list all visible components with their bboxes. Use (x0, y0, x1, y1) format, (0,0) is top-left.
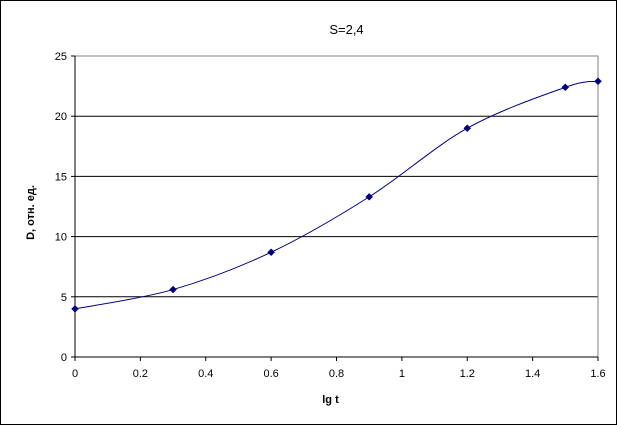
x-tick-label: 1 (399, 368, 405, 380)
data-point (561, 83, 570, 92)
x-tick-label: 0.8 (329, 368, 344, 380)
y-axis-ticks: 0 5 10 15 20 25 (55, 51, 75, 364)
x-tick-label: 0.4 (198, 368, 213, 380)
y-tick-label: 5 (61, 292, 67, 304)
y-axis-label: D, отн. ед. (25, 185, 37, 240)
series (71, 77, 602, 313)
data-point (267, 248, 275, 257)
y-tick-label: 10 (55, 232, 67, 244)
data-point (71, 304, 79, 313)
y-tick-label: 20 (55, 111, 67, 123)
x-axis-ticks: 0 0.2 0.4 0.6 0.8 1 1.2 1.4 1.6 (72, 357, 606, 380)
x-tick-label: 1.4 (525, 368, 540, 380)
data-point (365, 193, 374, 201)
x-tick-label: 1.2 (460, 368, 475, 380)
gridlines (75, 55, 598, 298)
x-tick-label: 0.2 (133, 368, 148, 380)
data-point (463, 124, 472, 133)
x-tick-label: 0.6 (263, 368, 278, 380)
y-tick-label: 15 (55, 171, 67, 183)
series-line (74, 80, 599, 310)
chart-title: S=2,4 (329, 22, 363, 37)
data-point (169, 285, 177, 294)
y-tick-label: 25 (55, 51, 67, 63)
x-axis-label: lg t (322, 394, 339, 406)
x-tick-label: 1.6 (590, 368, 605, 380)
data-point (594, 77, 602, 86)
plot-area-border (74, 55, 599, 358)
y-tick-label: 0 (61, 352, 67, 364)
x-tick-label: 0 (72, 368, 78, 380)
axes (74, 56, 598, 358)
